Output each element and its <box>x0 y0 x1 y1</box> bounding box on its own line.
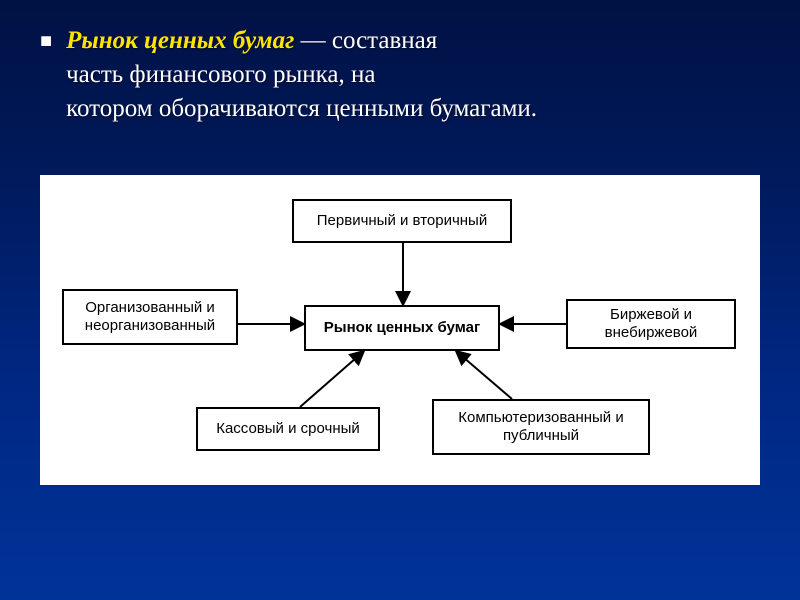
dash-text: — <box>294 27 332 54</box>
arrow-bottom_left <box>300 351 364 407</box>
definition-part3: котором оборачиваются ценными бумагами. <box>66 95 537 122</box>
definition-part1: составная <box>332 27 437 54</box>
slide-header: ■ Рынок ценных бумаг — составная часть ф… <box>0 0 800 145</box>
diagram-container: Рынок ценных бумаг Первичный и вторичный О… <box>40 175 760 485</box>
diagram-node-bottom_right: Компьютеризованный и публичный <box>432 399 650 455</box>
header-text: Рынок ценных бумаг — составная часть фин… <box>66 24 537 125</box>
arrow-bottom_right <box>456 351 512 399</box>
diagram: Рынок ценных бумаг Первичный и вторичный О… <box>56 193 744 467</box>
diagram-node-top: Первичный и вторичный <box>292 199 512 243</box>
diagram-node-left: Организованный и неорганизованный <box>62 289 238 345</box>
definition-part2: часть финансового рынка, на <box>66 61 375 88</box>
term-text: Рынок ценных бумаг <box>66 27 294 54</box>
diagram-node-bottom_left: Кассовый и срочный <box>196 407 380 451</box>
diagram-center-box: Рынок ценных бумаг <box>304 305 500 351</box>
diagram-node-right: Биржевой и внебиржевой <box>566 299 736 349</box>
header-bullet-line: ■ Рынок ценных бумаг — составная часть ф… <box>40 24 760 125</box>
bullet-icon: ■ <box>40 30 52 53</box>
